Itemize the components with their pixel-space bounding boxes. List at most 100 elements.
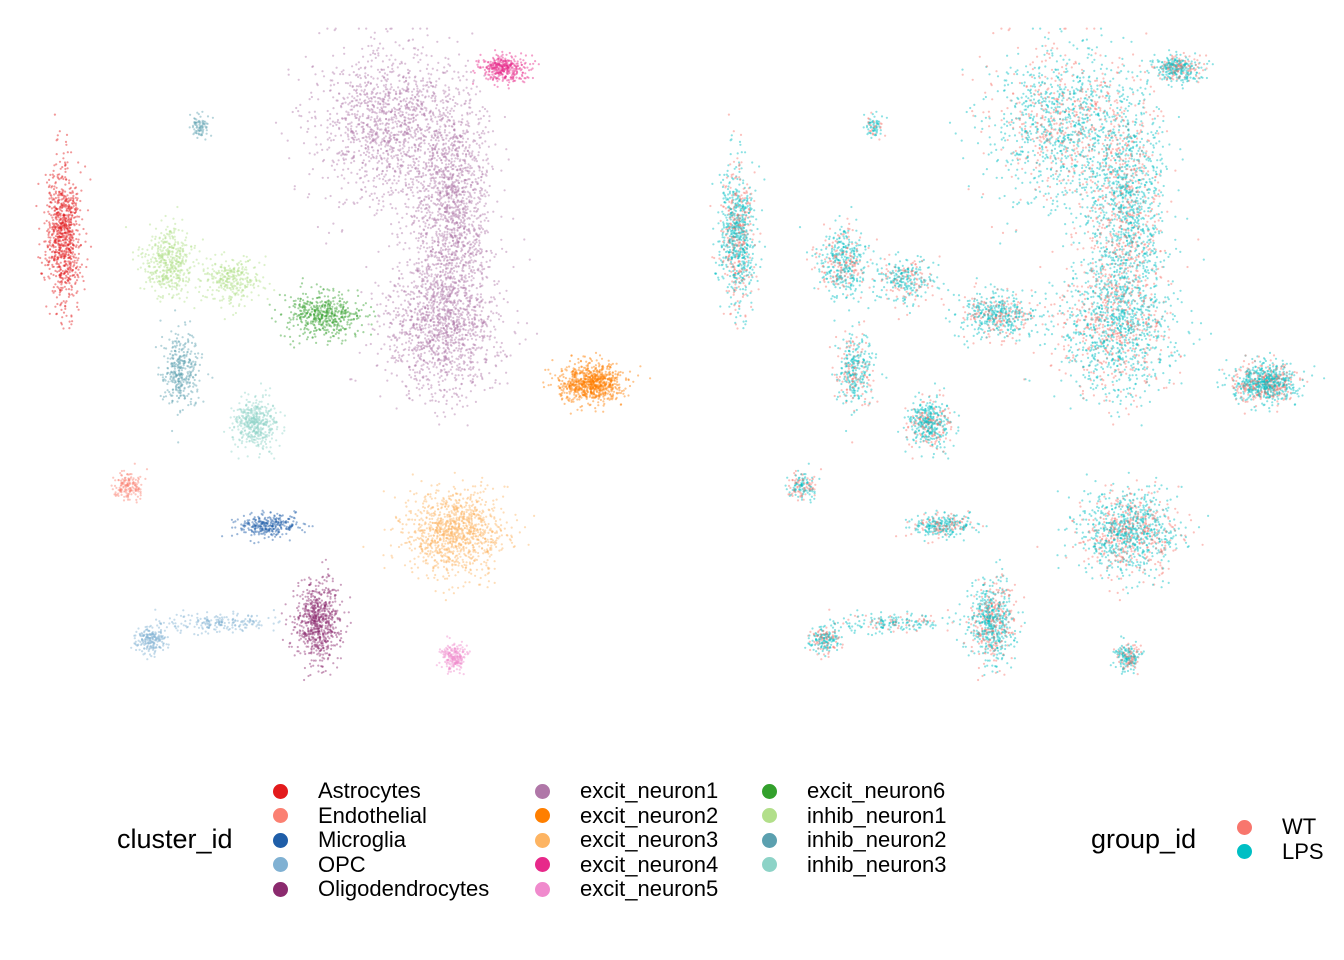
cell-point [225,616,228,619]
cell-point [413,215,416,218]
cell-point [51,226,54,229]
cell-point [439,195,442,198]
cell-point [444,248,447,251]
cell-point [400,189,403,193]
cell-point [61,221,64,224]
cell-point [69,251,72,254]
cell-point [371,134,374,137]
cell-point [441,190,444,193]
cell-point [395,122,398,125]
cell-point [288,539,291,542]
cell-point [58,266,61,269]
cell-point [398,79,401,82]
cell-point [442,176,445,179]
cell-point [390,54,393,57]
cell-point [481,173,484,176]
cell-point [302,640,305,643]
cell-point [418,145,421,148]
cell-point [328,602,331,605]
cell-point [343,177,346,180]
cell-point [252,621,255,624]
cell-point [48,256,51,259]
cell-point [319,143,322,146]
cell-point [139,497,142,500]
cell-point [342,203,345,206]
cell-point [64,252,68,255]
cell-point [373,138,376,141]
cell-point [59,274,62,277]
cell-point [360,101,363,104]
cell-point [427,194,430,197]
cell-point [46,244,49,247]
cell-point [53,113,57,116]
cell-point [308,662,312,665]
cell-point [124,488,127,491]
cell-point [248,621,251,624]
cell-point [67,200,70,203]
cell-point [439,265,442,269]
cell-point [441,270,444,274]
cell-point [143,631,146,634]
cell-point [64,305,67,308]
cell-point [56,258,59,261]
cell-point [353,113,356,116]
cell-point [59,218,62,221]
cell-point [462,206,465,210]
cell-point [461,254,465,257]
cell-point [393,113,396,116]
cell-point [51,173,54,176]
cell-point [307,127,310,130]
cell-point [434,166,437,169]
cell-point [200,624,203,627]
cell-point [460,169,463,172]
cell-point [69,209,72,212]
cell-point [438,208,441,211]
cell-point [368,194,371,197]
cell-point [78,233,81,236]
cell-point [72,199,75,202]
cell-point [352,71,355,74]
cell-point [250,529,254,532]
cell-point [365,83,368,87]
cell-point [329,194,332,198]
cell-point [407,141,410,144]
cell-point [395,139,398,142]
cell-point [257,520,260,524]
cell-point [459,79,462,82]
cell-point [438,110,441,113]
cell-point [47,231,50,235]
cell-point [37,182,40,185]
cell-point [67,207,71,210]
cell-point [470,279,473,282]
cell-point [404,181,407,184]
cell-point [230,534,234,537]
cell-point [121,478,124,481]
cell-point [370,44,373,47]
cell-point [443,294,447,297]
cell-point [69,265,72,268]
cell-point [421,234,425,237]
cell-point [457,120,460,123]
cell-point [417,175,420,178]
cell-point [452,144,455,147]
cell-point [384,105,387,109]
cell-point [61,232,64,235]
cell-point [410,146,413,149]
cell-point [339,73,342,76]
cell-point [221,618,224,621]
cell-point [58,231,61,234]
cell-point [313,628,316,631]
cell-point [57,199,60,203]
cell-point [336,99,339,102]
cell-point [435,103,438,107]
cell-point [333,593,336,597]
cell-point [167,646,170,649]
cell-point [64,205,67,208]
cell-point [458,53,461,56]
cell-point [431,239,434,242]
cell-point [468,112,472,115]
cell-point [395,182,398,185]
cell-point [62,257,66,260]
cell-point [61,277,64,280]
cell-point [323,589,326,592]
